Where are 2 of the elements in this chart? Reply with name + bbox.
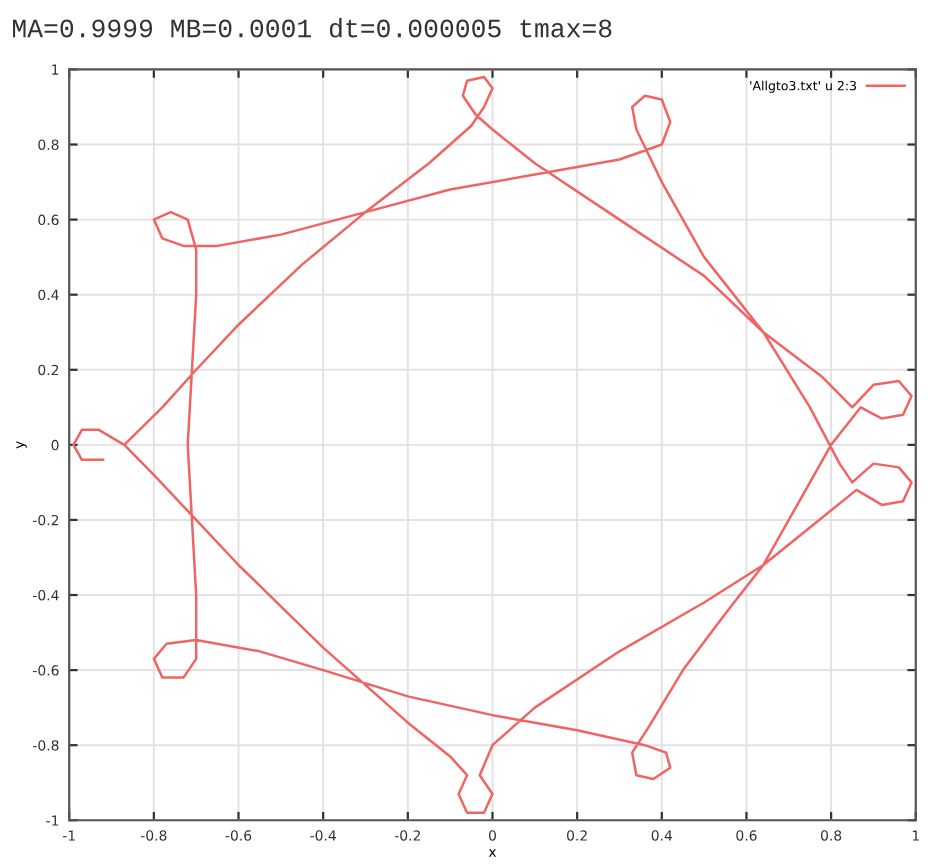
line-series: [72, 75, 913, 814]
chart-title: MA=0.9999 MB=0.0001 dt=0.000005 tmax=8: [13, 18, 612, 38]
